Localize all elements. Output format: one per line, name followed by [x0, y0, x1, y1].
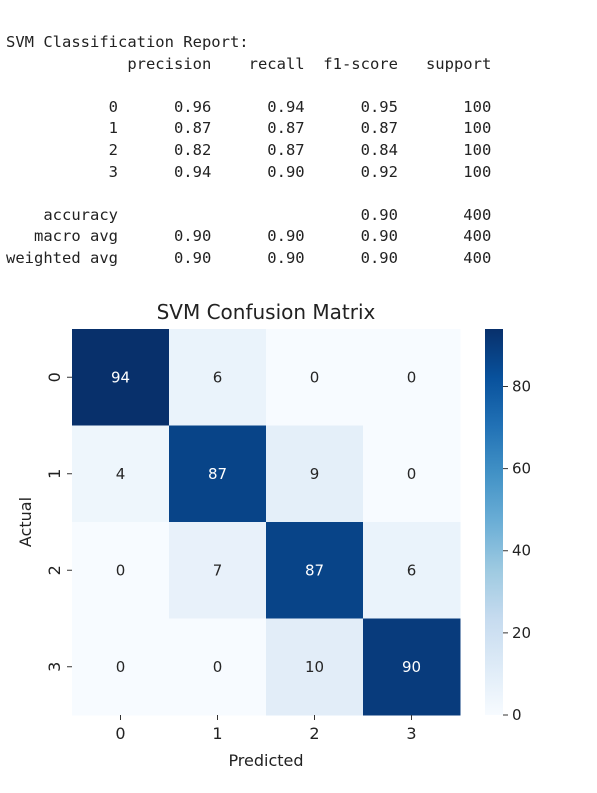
x-axis-label: Predicted — [228, 751, 303, 770]
cell-value-label: 87 — [208, 465, 227, 483]
report-row-recall: 0.90 — [211, 162, 305, 181]
report-summary-row-support: 400 — [397, 205, 492, 224]
cell-value-label: 0 — [407, 465, 417, 483]
report-summary-row-precision: 0.90 — [117, 248, 212, 267]
report-summary-row-f1: 0.90 — [304, 205, 398, 224]
cell-value-label: 0 — [116, 658, 126, 676]
report-row-recall: 0.87 — [211, 140, 305, 159]
chart-title: SVM Confusion Matrix — [157, 300, 376, 324]
classification-report: SVM Classification Report: precision rec… — [6, 32, 491, 270]
report-row-label: 0 — [6, 97, 118, 116]
heatmap-cell — [72, 618, 170, 716]
report-row-support: 100 — [397, 162, 492, 181]
y-tick-label: 1 — [45, 469, 64, 479]
colorbar-tick-label: 80 — [512, 377, 531, 395]
report-row-f1: 0.87 — [304, 119, 398, 138]
x-tick-label: 0 — [115, 724, 125, 743]
report-row-support: 100 — [397, 119, 492, 138]
heatmap-cell — [72, 329, 170, 426]
heatmap-cell — [266, 425, 364, 523]
report-row-support: 100 — [397, 97, 492, 116]
report-summary-row-recall: 0.90 — [211, 248, 305, 267]
colorbar — [485, 329, 503, 715]
report-row-f1: 0.84 — [304, 140, 398, 159]
cell-value-label: 0 — [310, 368, 320, 386]
report-row-label: 2 — [6, 140, 118, 159]
report-row-label: 1 — [6, 119, 118, 138]
report-header: f1-score — [304, 54, 398, 73]
report-row-recall: 0.87 — [211, 119, 305, 138]
heatmap-cell — [169, 329, 267, 426]
cell-value-label: 90 — [402, 658, 421, 676]
heatmap-cell — [363, 618, 461, 716]
cell-value-label: 87 — [305, 561, 324, 579]
colorbar-tick-label: 20 — [512, 624, 531, 642]
cell-value-label: 0 — [116, 561, 126, 579]
report-row-precision: 0.87 — [117, 119, 212, 138]
heatmap-cell — [266, 618, 364, 716]
heatmap-cell — [169, 618, 267, 716]
report-row-precision: 0.82 — [117, 140, 212, 159]
report-row-f1: 0.92 — [304, 162, 398, 181]
cell-value-label: 4 — [116, 465, 126, 483]
heatmap-cell — [169, 522, 267, 619]
report-header: support — [397, 54, 492, 73]
cell-value-label: 94 — [111, 368, 130, 386]
report-summary-row-recall — [211, 206, 304, 224]
report-row-recall: 0.94 — [211, 97, 305, 116]
y-axis-label: Actual — [16, 497, 35, 547]
cell-value-label: 7 — [213, 561, 223, 579]
heatmap-cells: 94 6 0 04 87 9 00 7 87 60 0 10 90 — [72, 329, 461, 716]
report-summary-row-support: 400 — [397, 248, 492, 267]
cell-value-label: 6 — [213, 368, 223, 386]
heatmap-cell — [266, 522, 364, 619]
report-summary-row-support: 400 — [397, 227, 492, 246]
report-row-precision: 0.94 — [117, 162, 212, 181]
colorbar-ticks: 0 20 40 60 80 — [503, 377, 531, 724]
x-tick-label: 3 — [406, 724, 416, 743]
cell-value-label: 0 — [213, 658, 223, 676]
report-summary-row-recall: 0.90 — [211, 227, 305, 246]
heatmap-cell — [363, 522, 461, 619]
x-tick-label: 1 — [212, 724, 222, 743]
heatmap-cell — [72, 522, 170, 619]
report-title: SVM Classification Report: — [6, 33, 249, 51]
heatmap-cell — [72, 425, 170, 523]
heatmap-cell — [363, 425, 461, 523]
cell-value-label: 6 — [407, 561, 417, 579]
report-header: recall — [211, 54, 305, 73]
x-tick-label: 2 — [309, 724, 319, 743]
y-tick-label: 3 — [45, 662, 64, 672]
colorbar-tick-label: 60 — [512, 460, 531, 478]
report-summary-row-precision: 0.90 — [117, 227, 212, 246]
heatmap-cell — [363, 329, 461, 426]
axis-ticks: 0 1 2 3 0 1 2 3 — [45, 372, 417, 743]
cell-value-label: 10 — [305, 658, 324, 676]
report-row-f1: 0.95 — [304, 97, 398, 116]
cell-value-label: 9 — [310, 465, 320, 483]
y-tick-label: 2 — [45, 565, 64, 575]
report-summary-row-f1: 0.90 — [304, 248, 398, 267]
report-summary-row-label: macro avg — [6, 227, 118, 246]
cell-value-label: 0 — [407, 368, 417, 386]
heatmap-cell — [266, 329, 364, 426]
report-summary-row-f1: 0.90 — [304, 227, 398, 246]
heatmap-cell — [169, 425, 267, 523]
colorbar-tick-label: 40 — [512, 542, 531, 560]
report-row-precision: 0.96 — [117, 97, 212, 116]
report-row-support: 100 — [397, 140, 492, 159]
report-row-label: 3 — [6, 162, 118, 181]
confusion-matrix-chart: SVM Confusion Matrix 94 6 0 04 87 9 00 7 87 60 0 10… — [16, 300, 531, 770]
report-summary-row-label: weighted avg — [6, 248, 118, 267]
report-header: precision — [117, 54, 212, 73]
report-summary-row-label: accuracy — [6, 205, 118, 224]
colorbar-tick-label: 0 — [512, 706, 522, 724]
y-tick-label: 0 — [45, 372, 64, 382]
report-summary-row-precision — [118, 206, 211, 224]
